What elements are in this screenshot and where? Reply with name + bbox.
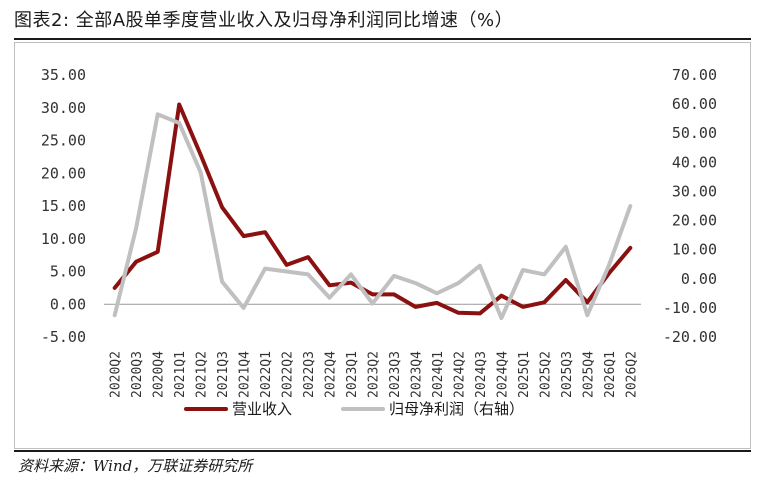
x-axis-tick-label: 2020Q3 [130,351,145,398]
left-axis-tick-label: -5.00 [41,328,86,346]
left-axis-tick-label: 0.00 [50,295,86,313]
left-axis-tick-label: 20.00 [41,164,86,182]
legend-item-net-profit-label: 归母净利润（右轴） [389,400,524,418]
x-axis-tick-label: 2020Q4 [152,351,167,398]
x-axis-tick-label: 2025Q2 [538,351,553,398]
left-axis-tick-label: 15.00 [41,197,86,215]
x-axis-tick-label: 2025Q3 [560,351,575,398]
left-axis-tick-label: 30.00 [41,99,86,117]
right-axis-tick-label: -20.00 [663,328,717,346]
x-axis-tick-label: 2024Q2 [452,351,467,398]
x-axis-tick-label: 2023Q3 [388,351,403,398]
footer-rule [14,450,751,452]
x-axis-tick-label: 2024Q3 [474,351,489,398]
x-axis-tick-label: 2021Q1 [173,351,188,398]
right-axis-tick-label: 30.00 [672,182,717,200]
left-axis-tick-label: 25.00 [41,132,86,150]
x-axis-tick-label: 2025Q1 [517,351,532,398]
right-axis-tick-label: 70.00 [672,66,717,84]
left-axis-tick-label: 35.00 [41,66,86,84]
x-axis-tick-label: 2025Q4 [581,351,596,398]
source-note: 资料来源：Wind，万联证券研究所 [18,457,253,475]
x-axis-tick-label: 2020Q2 [109,351,124,398]
right-axis-tick-label: 10.00 [672,241,717,259]
right-axis-tick-label: 0.00 [681,270,717,288]
right-axis-tick-label: -10.00 [663,299,717,317]
title-rule [14,38,751,40]
x-axis-tick-label: 2021Q4 [238,351,253,398]
x-axis-tick-label: 2024Q1 [431,351,446,398]
series-line-net-profit [112,112,633,321]
plot-frame [14,42,751,449]
x-axis-tick-label: 2024Q4 [495,351,510,398]
chart-title: 图表2: 全部A股单季度营业收入及归母净利润同比增速（%） [14,10,514,31]
x-axis-tick-label: 2022Q3 [302,351,317,398]
right-axis-tick-label: 50.00 [672,124,717,142]
x-axis-tick-label: 2026Q2 [624,351,639,398]
series-line-revenue [112,102,633,316]
x-axis-tick-label: 2022Q1 [259,351,274,398]
right-axis-tick-label: 40.00 [672,153,717,171]
x-axis-tick-label: 2021Q2 [195,351,210,398]
x-axis-tick-label: 2023Q4 [409,351,424,398]
right-axis-tick-label: 20.00 [672,212,717,230]
x-axis-tick-label: 2026Q1 [603,351,618,398]
x-axis-tick-label: 2023Q2 [367,351,382,398]
x-axis-tick-label: 2023Q1 [345,351,360,398]
x-axis-tick-label: 2021Q3 [216,351,231,398]
right-axis-tick-label: 60.00 [672,95,717,113]
x-axis-tick-label: 2022Q2 [281,351,296,398]
x-axis-tick-label: 2022Q4 [324,351,339,398]
left-axis-tick-label: 10.00 [41,230,86,248]
legend-item-revenue-label: 营业收入 [232,400,292,418]
left-axis-tick-label: 5.00 [50,263,86,281]
